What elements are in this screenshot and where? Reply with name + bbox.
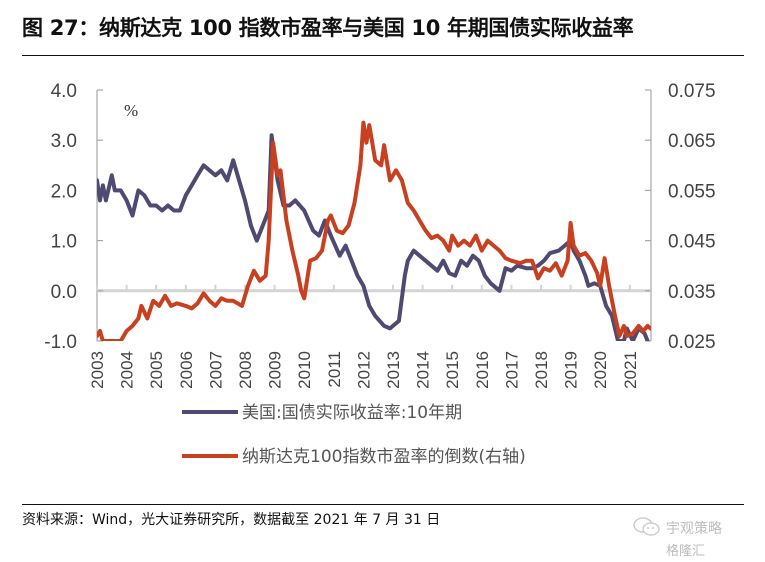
x-tick-label: 2018 [532, 351, 551, 389]
x-tick-label: 2015 [443, 351, 462, 389]
x-tick-label: 2013 [384, 351, 403, 389]
left-tick-label: 0.0 [51, 282, 77, 303]
left-tick-label: -1.0 [44, 332, 77, 353]
x-tick-label: 2021 [621, 351, 640, 389]
right-tick-label: 0.055 [668, 181, 716, 202]
watermark: 宇观策略 格隆汇 [632, 516, 722, 560]
chart: 4.0 3.0 2.0 1.0 0.0 -1.0 0.075 0.065 0.055 0.045 0… [44, 81, 715, 467]
right-tick-label: 0.045 [668, 232, 716, 253]
x-tick-label: 2010 [295, 351, 314, 389]
x-tick-label: 2008 [236, 351, 255, 389]
left-tick-label: 3.0 [51, 131, 77, 152]
legend: 美国:国债实际收益率:10年期 纳斯达克100指数市盈率的倒数(右轴) [182, 403, 526, 467]
x-tick-label: 2011 [325, 351, 344, 388]
right-tick-label: 0.075 [668, 81, 716, 102]
wechat-icon [632, 516, 662, 543]
x-tick-label: 2014 [414, 351, 433, 389]
x-tick-label: 2019 [562, 351, 581, 389]
unit-label: % [124, 101, 138, 120]
x-tick-label: 2016 [473, 351, 492, 389]
left-tick-label: 2.0 [51, 181, 77, 202]
x-tick-label: 2017 [502, 351, 521, 389]
legend-label-nasdaq-pe-reciprocal: 纳斯达克100指数市盈率的倒数(右轴) [242, 447, 526, 467]
title-divider [22, 55, 744, 56]
x-tick-label: 2006 [177, 351, 196, 389]
page-title: 图 27：纳斯达克 100 指数市盈率与美国 10 年期国债实际收益率 [22, 16, 634, 40]
left-tick-label: 1.0 [51, 232, 77, 253]
axes: 4.0 3.0 2.0 1.0 0.0 -1.0 0.075 0.065 0.055 0.045 0… [44, 81, 715, 389]
source-note: 资料来源：Wind，光大证券研究所，数据截至 2021 年 7 月 31 日 [22, 512, 441, 528]
watermark-text-secondary: 格隆汇 [666, 544, 706, 559]
x-tick-label: 2007 [206, 351, 225, 389]
right-tick-label: 0.035 [668, 282, 716, 303]
right-tick-label: 0.025 [668, 332, 716, 353]
legend-label-us-real-yield: 美国:国债实际收益率:10年期 [242, 403, 462, 423]
footer-divider [22, 504, 744, 505]
right-tick-label: 0.065 [668, 131, 716, 152]
watermark-text-primary: 宇观策略 [666, 521, 722, 537]
x-tick-label: 2012 [354, 351, 373, 389]
x-tick-label: 2003 [88, 351, 107, 389]
series-line-nasdaq-pe-reciprocal [97, 120, 651, 341]
x-tick-label: 2020 [591, 351, 610, 389]
series-line-us-real-yield [97, 133, 650, 341]
x-tick-label: 2004 [118, 351, 137, 389]
x-tick-label: 2005 [147, 351, 166, 389]
series-lines [97, 120, 651, 341]
left-tick-label: 4.0 [51, 81, 77, 102]
x-tick-label: 2009 [266, 351, 285, 389]
